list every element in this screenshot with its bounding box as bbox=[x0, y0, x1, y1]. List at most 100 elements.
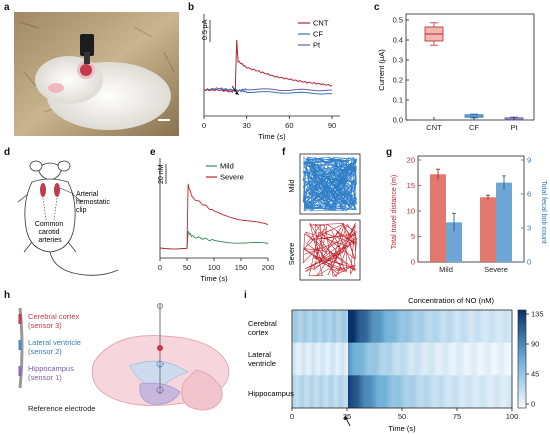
heatmap-cell bbox=[298, 342, 301, 376]
arrow-icon bbox=[231, 85, 239, 95]
heatmap-cell bbox=[310, 342, 313, 376]
panel-e-xticks: 0 50 100 150 200 bbox=[158, 258, 274, 272]
heatmap-cell bbox=[444, 310, 447, 343]
heatmap-cell bbox=[422, 342, 425, 376]
heatmap-cell bbox=[362, 375, 365, 409]
panel-b-chart: 0 30 60 90 0.5 μA CNT CF Pt Time (s) bbox=[202, 14, 340, 141]
heatmap-cell bbox=[382, 342, 385, 376]
panel-g-chart: Total travel distance (m) Total fecal bo… bbox=[391, 156, 547, 275]
heatmap-cell bbox=[348, 342, 351, 376]
heatmap-cell bbox=[372, 375, 375, 409]
heatmap-cell bbox=[510, 375, 513, 409]
heatmap-cell bbox=[466, 310, 469, 343]
x-tick-label: CNT bbox=[426, 123, 442, 132]
x-tick-label: 50 bbox=[183, 263, 191, 272]
panel-letter-a: a bbox=[4, 2, 10, 13]
panel-e-xlabel: Time (s) bbox=[200, 274, 228, 283]
heatmap-cell bbox=[344, 310, 347, 343]
heatmap-cell bbox=[460, 310, 463, 343]
heatmap-cell bbox=[296, 375, 299, 409]
heatmap-cell bbox=[424, 342, 427, 376]
heatmap-cell bbox=[358, 375, 361, 409]
heatmap-cell bbox=[318, 342, 321, 376]
trajectory-severe bbox=[302, 222, 358, 278]
heatmap-cell bbox=[456, 342, 459, 376]
heatmap-cell bbox=[388, 375, 391, 409]
heatmap-cell bbox=[450, 310, 453, 343]
bar-distance-mild bbox=[430, 174, 446, 262]
y-tick-label: 15 bbox=[407, 181, 415, 190]
heatmap-cell bbox=[330, 342, 333, 376]
heatmap-cell bbox=[496, 375, 499, 409]
legend-severe: Severe bbox=[220, 173, 244, 182]
heatmap-cell bbox=[320, 375, 323, 409]
heatmap-cell bbox=[378, 342, 381, 376]
heatmap-cell bbox=[346, 342, 349, 376]
heatmap-cell bbox=[466, 375, 469, 409]
y-tick-label: 6 bbox=[527, 190, 531, 199]
heatmap-cell bbox=[476, 310, 479, 343]
heatmap-cell bbox=[408, 310, 411, 343]
label-lateral-ventricle: Lateral ventricle bbox=[28, 338, 81, 347]
heatmap-cell bbox=[312, 310, 315, 343]
panel-g-ylabel-left: Total travel distance (m) bbox=[391, 175, 398, 249]
heatmap-cell bbox=[466, 342, 469, 376]
heatmap-cell bbox=[438, 375, 441, 409]
heatmap-cell bbox=[500, 342, 503, 376]
x-tick-label: 75 bbox=[453, 412, 461, 421]
heatmap-cell bbox=[340, 342, 343, 376]
y-tick-label: 0.5 bbox=[393, 16, 403, 25]
legend-mild: Mild bbox=[220, 162, 234, 171]
heatmap-cell bbox=[380, 310, 383, 343]
arrow-up-icon bbox=[344, 415, 351, 427]
heatmap-cell bbox=[376, 375, 379, 409]
panel-letter-c: c bbox=[374, 2, 380, 13]
heatmap-cells bbox=[292, 310, 513, 409]
heatmap-cell bbox=[370, 310, 373, 343]
heatmap-cell bbox=[452, 375, 455, 409]
heatmap-cell bbox=[330, 310, 333, 343]
heatmap-cell bbox=[322, 310, 325, 343]
y-tick-label: 0.3 bbox=[393, 56, 403, 65]
heatmap-cell bbox=[348, 375, 351, 409]
heatmap-cell bbox=[484, 375, 487, 409]
heatmap-cell bbox=[464, 310, 467, 343]
heatmap-cell bbox=[448, 342, 451, 376]
heatmap-cell bbox=[402, 375, 405, 409]
y-tick-label: 5 bbox=[411, 232, 415, 241]
heatmap-cell bbox=[348, 310, 351, 343]
heatmap-cell bbox=[476, 375, 479, 409]
panel-c-axes bbox=[405, 13, 535, 121]
heatmap-cell bbox=[374, 375, 377, 409]
heatmap-cell bbox=[342, 342, 345, 376]
heatmap-cell bbox=[376, 310, 379, 343]
heatmap-cell bbox=[398, 375, 401, 409]
heatmap-cell bbox=[432, 375, 435, 409]
heatmap-cell bbox=[390, 342, 393, 376]
heatmap-cell bbox=[354, 310, 357, 343]
heatmap-cell bbox=[304, 310, 307, 343]
heatmap-cell bbox=[442, 375, 445, 409]
heatmap-cell bbox=[484, 310, 487, 343]
heatmap-cell bbox=[360, 310, 363, 343]
series-line-mild bbox=[159, 230, 269, 250]
x-tick-label: Severe bbox=[484, 265, 508, 274]
heatmap-cell bbox=[358, 342, 361, 376]
heatmap-cell bbox=[344, 375, 347, 409]
heatmap-cell bbox=[342, 375, 345, 409]
legend-cf: CF bbox=[313, 30, 323, 39]
panel-i-title: Concentration of NO (nM) bbox=[408, 296, 494, 305]
x-tick-label: 25 bbox=[343, 412, 351, 421]
heatmap-cell bbox=[434, 310, 437, 343]
heatmap-cell bbox=[320, 342, 323, 376]
heatmap-cell bbox=[416, 342, 419, 376]
heatmap-cell bbox=[334, 310, 337, 343]
heatmap-cell bbox=[402, 310, 405, 343]
panel-i-xticks: 0 25 50 75 100 bbox=[290, 408, 518, 421]
heatmap-cell bbox=[354, 342, 357, 376]
trajectory-path bbox=[302, 222, 358, 278]
heatmap-cell bbox=[314, 375, 317, 409]
heatmap-cell bbox=[410, 310, 413, 343]
heatmap-cell bbox=[468, 342, 471, 376]
heatmap-cell bbox=[350, 310, 353, 343]
